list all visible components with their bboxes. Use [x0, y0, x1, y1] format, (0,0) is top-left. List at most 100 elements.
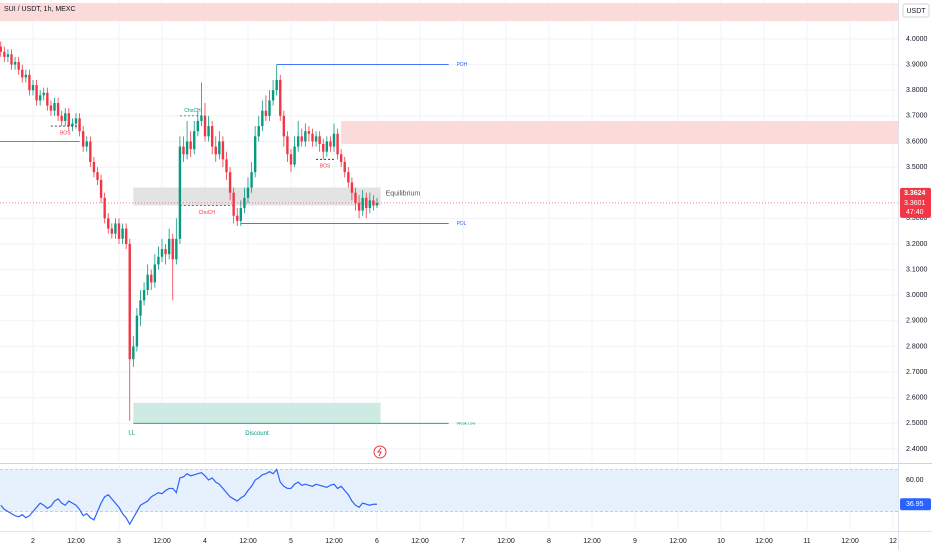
candle-body [10, 54, 13, 65]
candle-body [24, 74, 28, 78]
swing-label: LL [128, 430, 135, 436]
price-label-box [900, 187, 931, 218]
candle-body [275, 79, 278, 91]
currency[interactable]: USDT [906, 8, 926, 15]
last-price-label: 3.3601 [904, 200, 926, 207]
candle-body [318, 136, 321, 145]
zone [133, 187, 381, 206]
candle-body [296, 136, 300, 147]
x-tick-label: 7 [461, 538, 465, 545]
candle-body [96, 172, 99, 180]
candle-body [375, 202, 379, 206]
candle-body [228, 172, 232, 193]
candle-body [124, 228, 128, 244]
candle-body [368, 200, 372, 209]
candle-body [271, 90, 275, 101]
candle-body [339, 154, 343, 162]
currency-box[interactable] [902, 3, 930, 18]
candle-body [0, 46, 2, 52]
x-tick-label: 12:00 [239, 538, 257, 545]
candle-body [99, 179, 103, 198]
candle-body [264, 110, 268, 116]
candle-body [325, 141, 329, 152]
level-label: Weak Low [457, 420, 476, 425]
candle-body [200, 115, 203, 121]
candle-body [289, 154, 293, 165]
x-tick-label: 5 [289, 538, 293, 545]
y-tick-label: 2.8000 [906, 343, 928, 350]
y-tick-label: 3.2000 [906, 241, 928, 248]
candle-body [128, 243, 131, 360]
x-tick-label: 12:00 [755, 538, 773, 545]
candle-body [361, 197, 364, 211]
candle-body [42, 92, 45, 96]
x-tick-label: 12:00 [841, 538, 859, 545]
y-tick-label: 2.5000 [906, 420, 928, 427]
candle-body [38, 95, 42, 101]
candle-body [350, 182, 354, 193]
y-tick-label: 3.3000 [906, 215, 928, 222]
y-tick-label: 2.6000 [906, 395, 928, 402]
x-tick-label: 12:00 [67, 538, 85, 545]
candle-body [175, 238, 178, 260]
candle-body [293, 146, 296, 165]
candle-body [164, 249, 167, 255]
candle-body [225, 159, 228, 173]
candle-body [35, 85, 38, 101]
candle-body [67, 113, 71, 127]
candle-body [336, 133, 339, 155]
candle-body [354, 192, 357, 203]
candle-body [132, 346, 135, 360]
candle-body [114, 223, 117, 234]
candle-body [117, 223, 121, 239]
event-icon-bolt [377, 447, 382, 457]
level-label: PDH [457, 62, 468, 68]
candle-body [56, 103, 60, 116]
candle-body [74, 118, 78, 124]
x-tick-label: 12:00 [669, 538, 687, 545]
candle-body [28, 74, 31, 91]
candle-body [268, 100, 271, 116]
candle-body [307, 131, 311, 134]
candle-body [178, 146, 182, 239]
x-tick-label: 12:00 [583, 538, 601, 545]
candle-body [207, 126, 210, 137]
x-tick-label: 12:00 [411, 538, 429, 545]
zone [133, 402, 381, 424]
candle-body [357, 202, 361, 211]
candle-body [257, 126, 260, 137]
candle-body [110, 228, 114, 234]
candle-body [46, 92, 49, 106]
candle-body [167, 238, 171, 255]
candles [0, 41, 379, 421]
candle-body [146, 274, 149, 291]
candle-body [253, 136, 257, 173]
x-tick-label: 4 [203, 538, 207, 545]
candle-body [304, 131, 307, 142]
candle-body [139, 300, 142, 316]
x-tick-label: 12 [889, 538, 897, 545]
candle-body [286, 136, 289, 155]
x-tick-label: 12:00 [497, 538, 515, 545]
candle-body [103, 197, 106, 219]
candle-body [311, 133, 314, 142]
x-tick-label: 10 [717, 538, 725, 545]
candle-body [13, 62, 17, 65]
candle-body [31, 85, 35, 91]
x-tick-label: 12:00 [325, 538, 343, 545]
candle-body [300, 136, 303, 142]
zone-label: Discount [245, 431, 269, 437]
rsi-band [0, 469, 898, 512]
candle-body [243, 197, 246, 209]
candle-body [250, 172, 253, 188]
candle-body [78, 118, 81, 132]
zone [0, 3, 898, 22]
candle-body [282, 115, 286, 137]
candle-body [17, 62, 20, 70]
y-tick-label: 3.0000 [906, 292, 928, 299]
rsi-line [0, 468, 377, 526]
candle-body [85, 141, 88, 147]
candle-body [185, 141, 189, 155]
